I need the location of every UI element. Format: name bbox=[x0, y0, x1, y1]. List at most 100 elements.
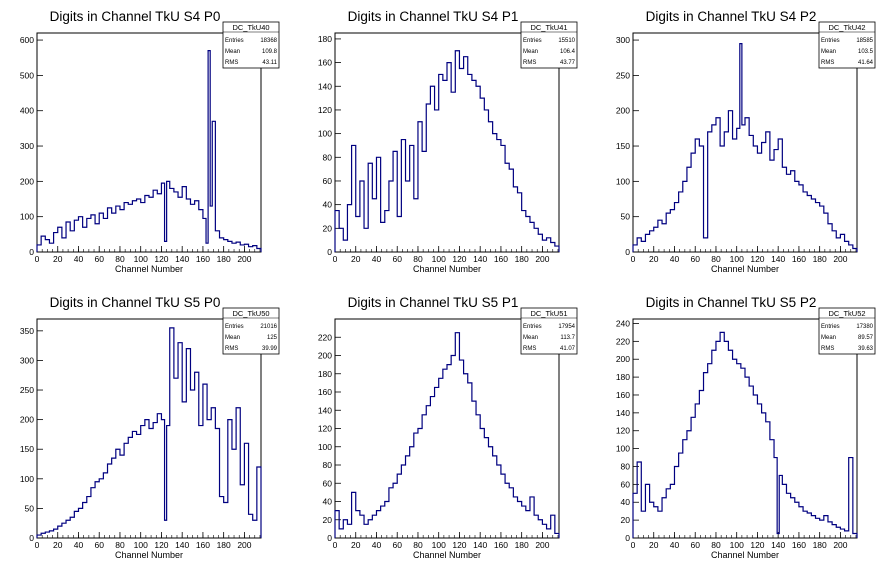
histogram-bin bbox=[784, 166, 785, 168]
histogram-bin bbox=[390, 180, 392, 182]
histogram-bin bbox=[763, 412, 765, 414]
histogram-bin bbox=[672, 483, 673, 485]
histogram-bin bbox=[121, 454, 123, 456]
histogram-bin bbox=[221, 237, 222, 239]
y-tick-label: 180 bbox=[616, 372, 630, 382]
histogram-bin bbox=[134, 431, 135, 432]
histogram-bin bbox=[461, 68, 462, 69]
histogram-bin bbox=[361, 180, 363, 182]
histogram-bin bbox=[804, 191, 806, 193]
histogram-bin bbox=[63, 522, 65, 524]
histogram-bin bbox=[84, 502, 86, 503]
x-tick-label: 180 bbox=[217, 254, 231, 264]
x-tick-label: 40 bbox=[670, 540, 680, 550]
histogram-bin bbox=[684, 439, 686, 441]
histogram-bin bbox=[817, 202, 818, 203]
histogram-bin bbox=[821, 519, 823, 521]
x-tick-label: 40 bbox=[372, 540, 382, 550]
x-tick-label: 180 bbox=[813, 540, 827, 550]
histogram-bin bbox=[241, 484, 243, 486]
histogram-bin bbox=[196, 371, 198, 373]
stats-box: DC_TkU42 Entries 18585 Mean 103.5 RMS 41.64 bbox=[818, 21, 876, 69]
chart-title: Digits in Channel TkU S4 P0 bbox=[50, 9, 221, 24]
histogram-bin bbox=[246, 442, 247, 444]
histogram-bin bbox=[713, 124, 715, 126]
stats-box-frame bbox=[222, 21, 280, 69]
histogram-bin bbox=[165, 519, 166, 521]
histogram-bin bbox=[850, 457, 852, 458]
histogram-bin bbox=[837, 526, 839, 528]
histogram-bin bbox=[46, 239, 48, 241]
histogram-bin bbox=[165, 241, 166, 242]
stats-box-frame bbox=[520, 21, 578, 69]
stats-label: Entries bbox=[523, 324, 542, 330]
x-tick-label: 140 bbox=[175, 254, 189, 264]
x-tick-label: 80 bbox=[413, 540, 423, 550]
histogram-bin bbox=[105, 472, 106, 474]
x-tick-label: 40 bbox=[74, 540, 84, 550]
stats-value: 18585 bbox=[856, 38, 873, 44]
histogram-bin bbox=[742, 367, 744, 369]
histogram-bin bbox=[349, 204, 350, 206]
plot-frame bbox=[36, 32, 262, 253]
histogram-bin bbox=[515, 186, 516, 188]
histogram-bin bbox=[225, 502, 227, 503]
histogram-bin bbox=[709, 131, 711, 133]
histogram-bin bbox=[523, 210, 525, 211]
stats-label: Mean bbox=[523, 49, 538, 55]
histogram-bin bbox=[254, 519, 256, 521]
histogram-panel-3: Digits in Channel TkU S4 P2 0 20 40 60 80 100 1… bbox=[616, 9, 876, 274]
histogram-bin bbox=[163, 182, 164, 184]
x-tick-label: 80 bbox=[115, 540, 125, 550]
histogram-bin bbox=[444, 79, 446, 81]
chart-title: Digits in Channel TkU S5 P1 bbox=[348, 295, 519, 310]
histogram-bin bbox=[374, 514, 375, 516]
histogram-bin bbox=[767, 131, 769, 133]
histogram-bin bbox=[531, 222, 533, 223]
histogram-bin bbox=[340, 227, 342, 229]
x-axis-label: Channel Number bbox=[711, 264, 779, 274]
y-tick-label: 20 bbox=[323, 223, 333, 233]
histogram-bin bbox=[486, 437, 487, 439]
histogram-bin bbox=[80, 508, 81, 509]
histogram-bin bbox=[804, 510, 806, 512]
histogram-bin bbox=[415, 198, 417, 200]
y-tick-label: 200 bbox=[616, 354, 630, 364]
histogram-bin bbox=[676, 202, 677, 203]
histogram-series-line bbox=[334, 332, 560, 538]
histogram-series-line bbox=[334, 50, 560, 252]
histogram-bin bbox=[250, 246, 252, 248]
histogram-bin bbox=[688, 166, 690, 168]
x-tick-label: 100 bbox=[432, 540, 446, 550]
histogram-panel-1: Digits in Channel TkU S4 P0 0 20 40 60 80 100 1… bbox=[20, 9, 280, 274]
y-tick-label: 200 bbox=[318, 351, 332, 361]
histogram-bin bbox=[829, 223, 831, 225]
y-tick-label: 220 bbox=[318, 332, 332, 342]
histogram-bin bbox=[663, 223, 665, 225]
histogram-bin bbox=[659, 219, 661, 221]
histogram-bin bbox=[59, 226, 61, 228]
y-tick-label: 200 bbox=[616, 106, 630, 116]
histogram-bin bbox=[440, 377, 442, 379]
histogram-bin bbox=[552, 514, 554, 516]
x-tick-label: 0 bbox=[35, 254, 40, 264]
histogram-bin bbox=[67, 221, 69, 223]
stats-box: DC_TkU52 Entries 17380 Mean 89.57 RMS 39.63 bbox=[818, 307, 876, 355]
y-tick-label: 150 bbox=[616, 141, 630, 151]
histogram-bin bbox=[38, 534, 40, 536]
stats-label: RMS bbox=[225, 60, 238, 66]
histogram-bin bbox=[105, 218, 106, 219]
histogram-bin bbox=[634, 492, 636, 494]
histogram-bin bbox=[502, 145, 504, 146]
histogram-panel-2: Digits in Channel TkU S4 P1 0 20 40 60 80 100 1… bbox=[318, 9, 578, 274]
histogram-bin bbox=[150, 428, 152, 429]
stats-value: 39.63 bbox=[858, 346, 874, 352]
x-tick-label: 80 bbox=[711, 254, 721, 264]
histogram-bin bbox=[117, 448, 119, 450]
histogram-bin bbox=[208, 50, 210, 52]
histogram-bin bbox=[154, 422, 156, 423]
histogram-bin bbox=[179, 342, 181, 344]
histogram-bin bbox=[465, 56, 467, 58]
histogram-bin bbox=[419, 428, 421, 429]
histogram-bin bbox=[196, 200, 198, 202]
